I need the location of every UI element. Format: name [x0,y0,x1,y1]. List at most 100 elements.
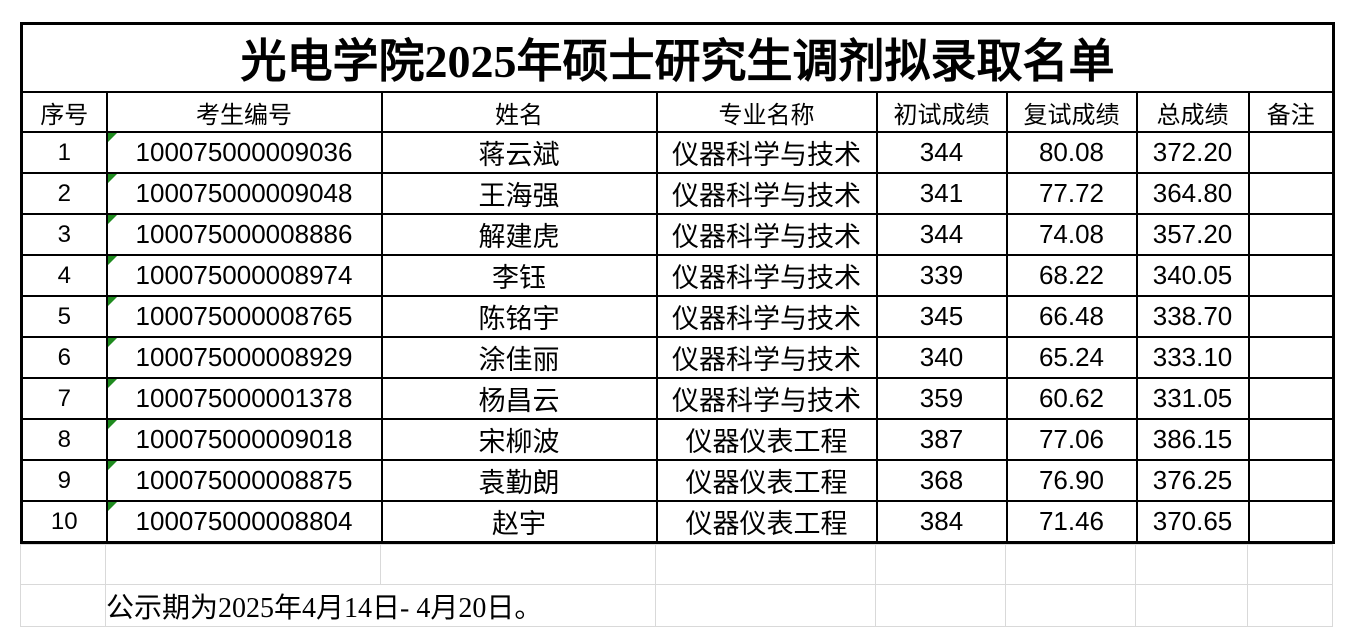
cell-major: 仪器仪表工程 [655,418,878,461]
cell-initial-score: 387 [875,418,1008,461]
empty-cell [655,544,876,585]
cell-major: 仪器科学与技术 [655,172,878,215]
candidate-id-text: 100075000008804 [135,506,353,536]
cell-no: 7 [20,377,108,420]
table-row: 3 100075000008886 解建虎 仪器科学与技术 344 74.08 … [20,213,1335,256]
cell-major: 仪器仪表工程 [655,459,878,502]
cell-major: 仪器科学与技术 [655,213,878,256]
below-table-grid: 公示期为2025年4月14日- 4月20日。 [20,544,1333,627]
candidate-id-text: 100075000008974 [135,260,353,290]
cell-name: 袁勤朗 [380,459,658,502]
cell-initial-score: 368 [875,459,1008,502]
admission-table: 光电学院2025年硕士研究生调剂拟录取名单 序号 考生编号 姓名 专业名称 初试… [20,22,1335,544]
column-header-major: 专业名称 [655,91,878,133]
candidate-id-text: 100075000008875 [135,465,353,495]
header-row: 序号 考生编号 姓名 专业名称 初试成绩 复试成绩 总成绩 备注 [20,91,1335,133]
cell-name: 涂佳丽 [380,336,658,379]
cell-retest-score: 66.48 [1005,295,1138,338]
cell-name: 王海强 [380,172,658,215]
cell-initial-score: 344 [875,213,1008,256]
empty-cell [875,544,1006,585]
candidate-id-text: 100075000008765 [135,301,353,331]
cell-retest-score: 65.24 [1005,336,1138,379]
cell-candidate-id: 100075000008875 [105,459,383,502]
cell-no: 10 [20,500,108,544]
cell-initial-score: 341 [875,172,1008,215]
table-row: 7 100075000001378 杨昌云 仪器科学与技术 359 60.62 … [20,377,1335,420]
cell-remark [1247,254,1335,297]
cell-total-score: 376.25 [1135,459,1250,502]
cell-total-score: 340.05 [1135,254,1250,297]
cell-no: 4 [20,254,108,297]
cell-retest-score: 77.06 [1005,418,1138,461]
cell-initial-score: 345 [875,295,1008,338]
cell-initial-score: 359 [875,377,1008,420]
column-header-remark: 备注 [1247,91,1335,133]
cell-no: 1 [20,131,108,174]
table-row: 2 100075000009048 王海强 仪器科学与技术 341 77.72 … [20,172,1335,215]
column-header-candidate-id: 考生编号 [105,91,383,133]
cell-retest-score: 60.62 [1005,377,1138,420]
cell-major: 仪器仪表工程 [655,500,878,544]
cell-initial-score: 384 [875,500,1008,544]
cell-initial-score: 340 [875,336,1008,379]
cell-no: 5 [20,295,108,338]
cell-remark [1247,131,1335,174]
empty-cell [105,544,381,585]
cell-total-score: 333.10 [1135,336,1250,379]
cell-retest-score: 80.08 [1005,131,1138,174]
table-row: 1 100075000009036 蒋云斌 仪器科学与技术 344 80.08 … [20,131,1335,174]
cell-remark [1247,295,1335,338]
cell-name: 赵宇 [380,500,658,544]
cell-retest-score: 74.08 [1005,213,1138,256]
page-title: 光电学院2025年硕士研究生调剂拟录取名单 [20,22,1335,93]
empty-grid-row [20,544,1333,585]
cell-name: 解建虎 [380,213,658,256]
spreadsheet: 光电学院2025年硕士研究生调剂拟录取名单 序号 考生编号 姓名 专业名称 初试… [20,22,1335,627]
text-format-flag-icon [108,216,117,224]
text-format-flag-icon [108,175,117,183]
empty-cell [380,544,656,585]
text-format-flag-icon [108,380,117,388]
empty-cell [875,584,1006,627]
cell-remark [1247,459,1335,502]
cell-major: 仪器科学与技术 [655,336,878,379]
cell-no: 3 [20,213,108,256]
cell-retest-score: 71.46 [1005,500,1138,544]
cell-candidate-id: 100075000008804 [105,500,383,544]
cell-major: 仪器科学与技术 [655,131,878,174]
candidate-id-text: 100075000008886 [135,219,353,249]
cell-major: 仪器科学与技术 [655,377,878,420]
cell-remark [1247,213,1335,256]
cell-retest-score: 68.22 [1005,254,1138,297]
empty-cell [655,584,876,627]
text-format-flag-icon [108,502,117,511]
table-row: 9 100075000008875 袁勤朗 仪器仪表工程 368 76.90 3… [20,459,1335,502]
cell-no: 9 [20,459,108,502]
cell-initial-score: 344 [875,131,1008,174]
cell-name: 宋柳波 [380,418,658,461]
column-header-name: 姓名 [380,91,658,133]
table-row: 6 100075000008929 涂佳丽 仪器科学与技术 340 65.24 … [20,336,1335,379]
text-format-flag-icon [108,257,117,265]
empty-cell [1247,584,1333,627]
cell-remark [1247,172,1335,215]
cell-total-score: 370.65 [1135,500,1250,544]
cell-total-score: 338.70 [1135,295,1250,338]
title-row: 光电学院2025年硕士研究生调剂拟录取名单 [20,22,1335,93]
text-format-flag-icon [108,421,117,429]
text-format-flag-icon [108,298,117,306]
column-header-initial-score: 初试成绩 [875,91,1008,133]
empty-cell [20,584,106,627]
candidate-id-text: 100075000008929 [135,342,353,372]
empty-cell [20,544,106,585]
cell-name: 李钰 [380,254,658,297]
cell-candidate-id: 100075000008929 [105,336,383,379]
cell-candidate-id: 100075000008974 [105,254,383,297]
cell-remark [1247,418,1335,461]
cell-candidate-id: 100075000009036 [105,131,383,174]
cell-remark [1247,336,1335,379]
column-header-retest-score: 复试成绩 [1005,91,1138,133]
cell-candidate-id: 100075000001378 [105,377,383,420]
cell-total-score: 357.20 [1135,213,1250,256]
